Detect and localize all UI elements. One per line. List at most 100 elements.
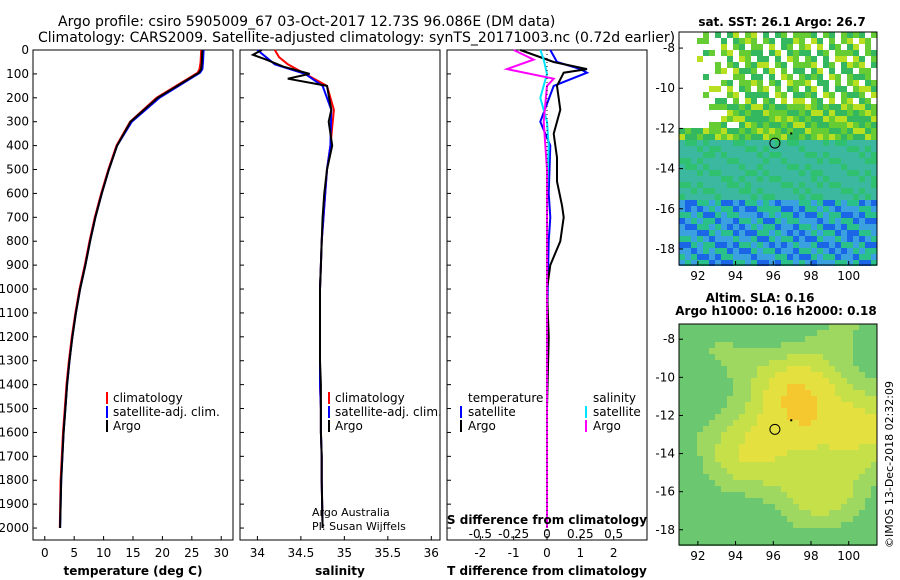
map-cell [751,408,757,414]
map-cell [799,32,805,38]
map-cell [799,432,805,438]
map-cell [727,360,733,366]
map-cell [697,218,703,224]
map-cell [739,206,745,212]
map-cell [685,224,691,230]
map-cell [739,414,745,420]
map-cell [805,122,811,128]
map-cell [871,450,877,456]
map-cell [679,510,685,516]
map-cell [739,188,745,194]
map-cell [793,122,799,128]
map-cell [775,456,781,462]
map-cell [775,164,781,170]
map-cell [715,432,721,438]
map-cell [757,128,763,134]
map-cell [799,128,805,134]
map-cell [811,468,817,474]
map-cell [709,212,715,218]
map-cell [769,170,775,176]
depth-tick-label: 800 [6,234,29,248]
map-cell [841,510,847,516]
map-cell [799,236,805,242]
map-cell [727,456,733,462]
map-cell [871,330,877,336]
map-cell [823,438,829,444]
map-cell [745,522,751,528]
map-cell [865,74,871,80]
map-cell [817,236,823,242]
map-cell [703,390,709,396]
map-cell [685,218,691,224]
legend-swatch-satellite [328,406,330,418]
map-cell [721,176,727,182]
map-cell [805,230,811,236]
map-cell [817,146,823,152]
depth-tick-label: 1900 [0,497,29,511]
map-cell [823,480,829,486]
map-cell [841,104,847,110]
map-cell [775,56,781,62]
map-cell [871,348,877,354]
map-cell [727,188,733,194]
map-cell [847,432,853,438]
map-cell [769,366,775,372]
map-cell [745,408,751,414]
map-cell [853,128,859,134]
map-cell [787,516,793,522]
map-cell [829,134,835,140]
map-cell [775,450,781,456]
map-cell [781,354,787,360]
map-cell [697,390,703,396]
map-cell [775,152,781,158]
map-cell [853,182,859,188]
map-cell [805,420,811,426]
map-cell [739,396,745,402]
map-cell [769,236,775,242]
map-cell [727,62,733,68]
map-cell [865,50,871,56]
map-cell [775,474,781,480]
map-cell [799,348,805,354]
map-cell [757,116,763,122]
map-cell [721,146,727,152]
map-cell [691,516,697,522]
map-cell [679,540,685,546]
map-cell [781,414,787,420]
map-cell [739,182,745,188]
map-cell [841,182,847,188]
map-cell [865,248,871,254]
map-cell [691,360,697,366]
map-cell [733,170,739,176]
map-cell [781,510,787,516]
map-cell [829,342,835,348]
map-cell [769,50,775,56]
map-cell [703,420,709,426]
map-cell [793,408,799,414]
map-cell [817,74,823,80]
map-cell [751,152,757,158]
map-cell [829,468,835,474]
map-cell [679,218,685,224]
map-cell [685,426,691,432]
map-cell [871,218,877,224]
map-cell [865,224,871,230]
map-cell [679,468,685,474]
map-cell [715,200,721,206]
map-cell [829,158,835,164]
map-cell [841,122,847,128]
map-cell [823,456,829,462]
map-cell [853,50,859,56]
map-cell [691,432,697,438]
map-cell [781,504,787,510]
map-cell [757,140,763,146]
map-cell [823,80,829,86]
map-cell [835,426,841,432]
map-cell [853,414,859,420]
map-cell [793,342,799,348]
map-cell [703,492,709,498]
map-cell [715,342,721,348]
map-cell [775,468,781,474]
map-cell [841,342,847,348]
map-cell [721,194,727,200]
